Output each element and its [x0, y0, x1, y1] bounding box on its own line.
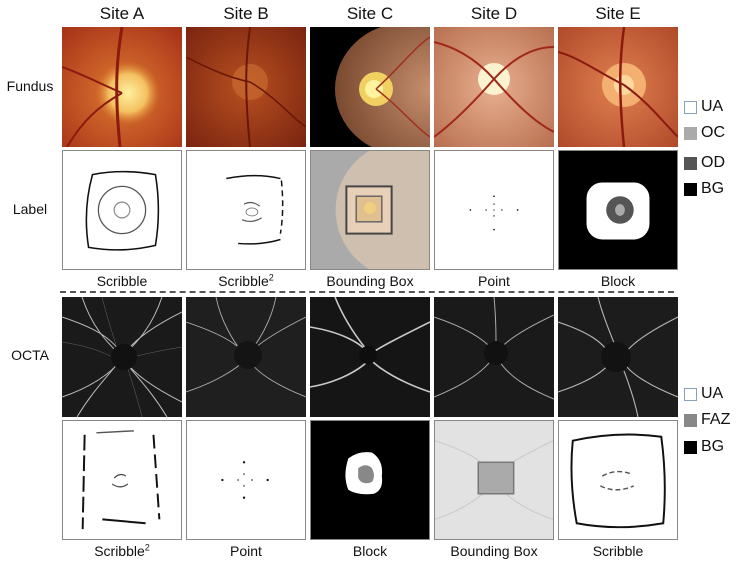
legend-label: UA	[701, 385, 724, 402]
caption-octa-e: Scribble	[592, 543, 644, 559]
caption-octa-b: Point	[230, 543, 262, 559]
legend-swatch	[684, 413, 697, 427]
site-title-d: Site D	[470, 4, 518, 23]
caption-fundus-b: Scribble2	[218, 272, 274, 289]
row-label-fundus: Fundus	[6, 78, 54, 94]
octa-label-scribble2-a	[62, 420, 182, 540]
label-scribble2-b	[186, 150, 306, 270]
fundus-image-a	[62, 27, 182, 147]
fundus-image-b	[186, 27, 306, 147]
row-label-octa: OCTA	[11, 347, 49, 363]
label-point-d	[434, 150, 554, 270]
legend-label: BG	[701, 180, 725, 197]
site-title-c: Site C	[346, 4, 394, 23]
caption-octa-a: Scribble2	[94, 542, 150, 559]
legend-label: UA	[701, 98, 724, 115]
legend-octa-ua: UA	[684, 384, 723, 404]
legend-label: FAZ	[701, 411, 731, 428]
legend-swatch	[684, 182, 697, 196]
legend-fundus-oc: OC	[684, 123, 725, 143]
legend-octa-bg: BG	[684, 437, 724, 457]
label-bounding-box-c	[310, 150, 430, 270]
octa-image-d	[434, 297, 554, 417]
octa-image-b	[186, 297, 306, 417]
legend-label: OC	[701, 124, 725, 141]
legend-fundus-ua: UA	[684, 97, 723, 117]
caption-octa-c: Block	[352, 543, 388, 559]
site-title-e: Site E	[595, 4, 641, 23]
caption-fundus-c: Bounding Box	[326, 273, 414, 289]
fundus-image-c	[310, 27, 430, 147]
caption-octa-d: Bounding Box	[450, 543, 538, 559]
legend-fundus-bg: BG	[684, 179, 724, 199]
octa-label-block-c	[310, 420, 430, 540]
legend-swatch	[684, 100, 697, 114]
label-block-e	[558, 150, 678, 270]
site-title-b: Site B	[223, 4, 269, 23]
legend-swatch	[684, 387, 697, 401]
fundus-image-d	[434, 27, 554, 147]
octa-image-a	[62, 297, 182, 417]
octa-label-scribble-e	[558, 420, 678, 540]
caption-fundus-a: Scribble	[96, 273, 148, 289]
legend-swatch	[684, 440, 697, 454]
row-label-label: Label	[12, 201, 48, 217]
fundus-image-e	[558, 27, 678, 147]
caption-fundus-d: Point	[478, 273, 510, 289]
octa-label-point-b	[186, 420, 306, 540]
label-scribble-a	[62, 150, 182, 270]
legend-swatch	[684, 126, 697, 140]
legend-label: BG	[701, 438, 725, 455]
octa-image-e	[558, 297, 678, 417]
legend-fundus-od: OD	[684, 153, 725, 173]
legend-swatch	[684, 156, 697, 170]
octa-label-bounding-box-d	[434, 420, 554, 540]
legend-label: OD	[701, 154, 725, 171]
section-divider	[60, 291, 674, 293]
caption-fundus-e: Block	[600, 273, 636, 289]
site-title-a: Site A	[99, 4, 145, 23]
legend-octa-faz: FAZ	[684, 410, 730, 430]
octa-image-c	[310, 297, 430, 417]
